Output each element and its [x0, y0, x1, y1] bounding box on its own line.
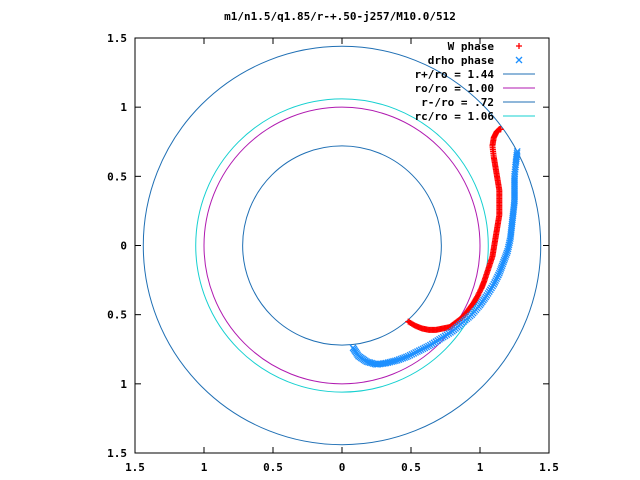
data-point — [393, 356, 401, 364]
x-tick-label: 1 — [477, 461, 484, 474]
data-point — [500, 256, 508, 264]
x-tick-label: 0.5 — [263, 461, 283, 474]
data-point — [494, 271, 502, 279]
data-point — [399, 354, 407, 362]
legend-swatch — [515, 56, 523, 64]
y-tick-label: 0.5 — [107, 170, 127, 183]
legend-label: rc/ro = 1.06 — [415, 110, 495, 123]
data-point — [397, 355, 405, 363]
data-point — [494, 273, 501, 281]
legend-label: r+/ro = 1.44 — [415, 68, 495, 81]
y-tick-label: 1.5 — [107, 32, 127, 45]
data-point — [503, 249, 511, 257]
circle-3 — [195, 98, 489, 393]
data-point — [496, 267, 504, 275]
data-point — [395, 356, 403, 364]
data-point — [492, 277, 500, 285]
data-point — [500, 258, 507, 266]
data-point — [499, 260, 507, 268]
x-tick-label: 0.5 — [401, 461, 421, 474]
x-tick-label: 1 — [201, 461, 208, 474]
data-point — [513, 147, 521, 155]
reference-circles — [142, 45, 542, 446]
legend-label: W phase — [448, 40, 495, 53]
data-point — [497, 126, 504, 133]
data-point — [401, 354, 409, 362]
legend-label: drho phase — [428, 54, 495, 67]
legend-label: ro/ro = 1.00 — [415, 82, 494, 95]
data-point — [502, 251, 510, 259]
legend-label: r-/ro = .72 — [421, 96, 494, 109]
y-tick-label: 0 — [120, 240, 127, 253]
data-point — [497, 264, 505, 272]
circle-1 — [203, 106, 481, 385]
circle-0 — [142, 45, 542, 446]
legend-swatch — [516, 43, 522, 49]
data-point — [497, 266, 505, 273]
y-tick-label: 1 — [120, 101, 127, 114]
y-tick-label: 1.5 — [107, 447, 127, 460]
x-tick-label: 0 — [339, 461, 346, 474]
data-point — [502, 253, 509, 261]
data-point — [491, 278, 499, 286]
data-point — [493, 275, 501, 283]
axis-ticks: 1.5 1 0.5 0 0.5 1 1.51.510.500.511.5 — [107, 32, 559, 474]
x-tick-label: 1.5 — [125, 461, 145, 474]
circle-2 — [242, 145, 442, 346]
chart-title: m1/n1.5/q1.85/r-+.50-j257/M10.0/512 — [224, 10, 456, 23]
data-point — [498, 262, 506, 270]
w-phase-series — [405, 126, 504, 333]
data-series — [349, 126, 521, 368]
data-point — [513, 149, 521, 157]
data-point — [402, 353, 410, 361]
data-point — [495, 269, 503, 277]
data-point — [501, 254, 509, 262]
y-tick-label: 1 — [120, 378, 127, 391]
y-tick-label: 0.5 — [107, 309, 127, 322]
x-tick-label: 1.5 — [539, 461, 559, 474]
data-point — [490, 280, 498, 288]
drho-phase-series — [349, 147, 521, 368]
